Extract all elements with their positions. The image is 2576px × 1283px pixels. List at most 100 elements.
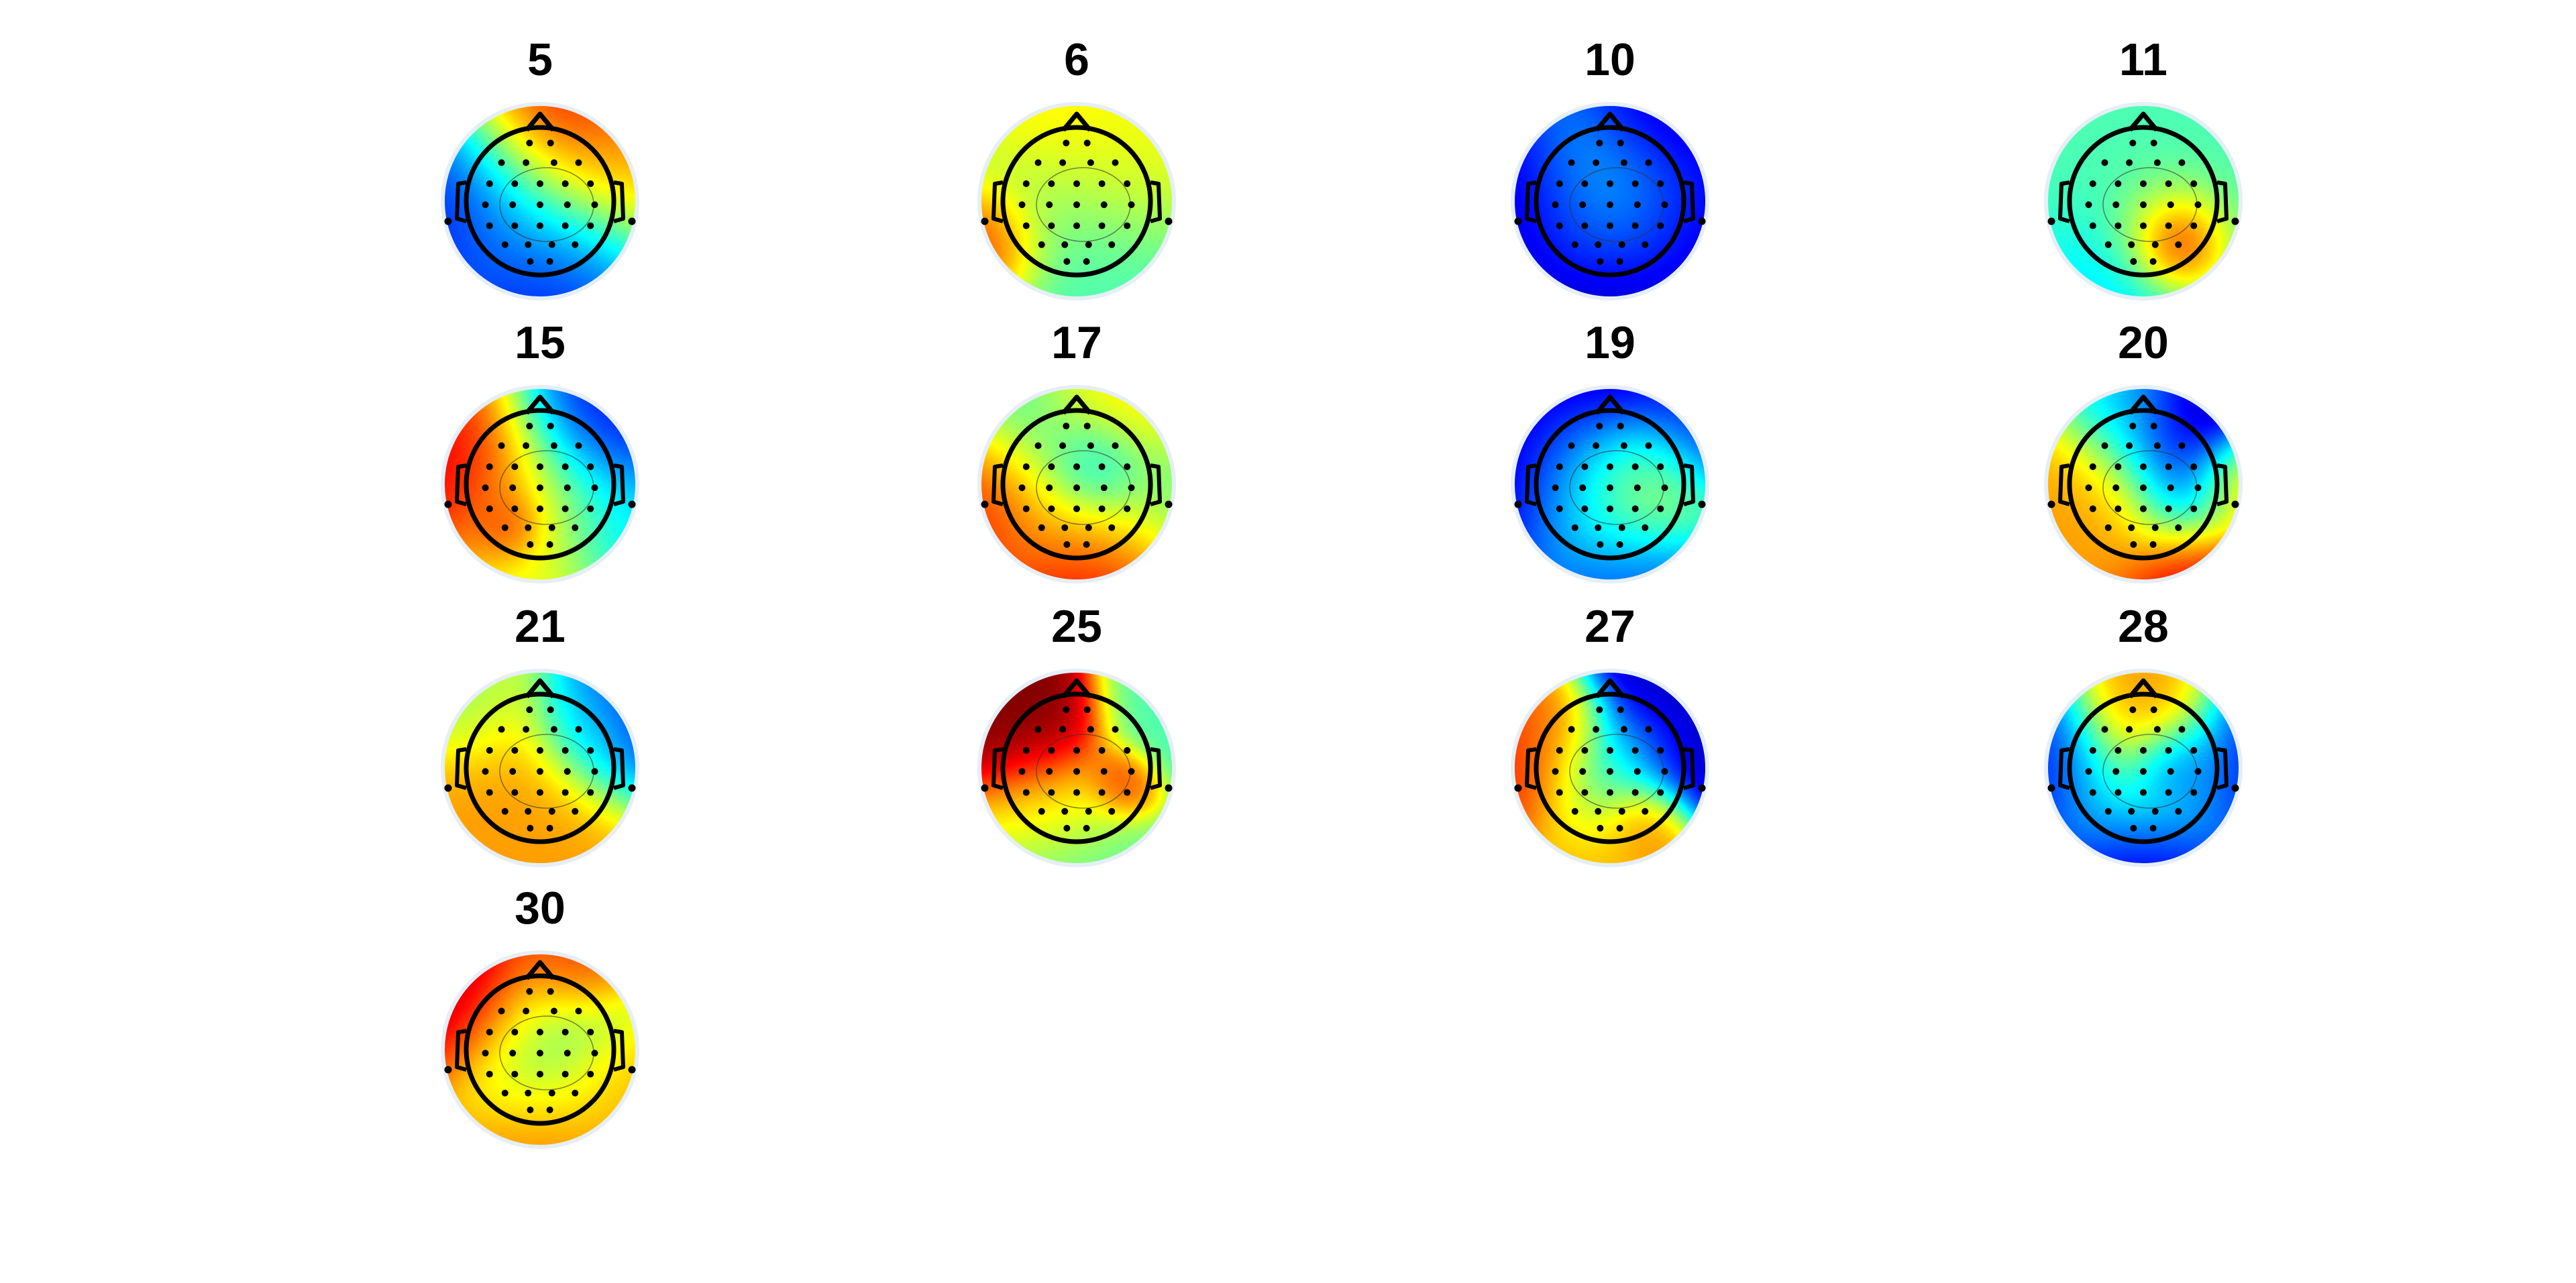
head-outline [1534, 408, 1686, 561]
electrode-dot [2140, 768, 2147, 775]
scalp-map [2046, 104, 2241, 298]
right-ear-marker [1150, 180, 1162, 223]
electrode-dot [1617, 706, 1624, 714]
electrode-dot [1661, 484, 1668, 492]
electrode-dot [1098, 180, 1106, 187]
electrode-dot [1607, 463, 1613, 470]
electrode-dot [561, 463, 569, 470]
electrode-dot [1073, 484, 1080, 492]
electrode-dot [561, 746, 569, 754]
electrode-dot [1616, 824, 1623, 832]
electrode-dot [1698, 784, 1706, 792]
nose-marker [525, 394, 555, 415]
electrode-dot [2140, 789, 2147, 796]
electrode-dot [2112, 201, 2120, 209]
electrode-dot [587, 505, 594, 512]
electrode-dot [548, 807, 555, 815]
electrode-dot [2126, 442, 2133, 449]
electrode-dot [550, 1007, 557, 1015]
electrode-dot [2128, 524, 2135, 531]
scalp-map [1513, 671, 1707, 865]
electrode-dot [2140, 484, 2147, 492]
electrode-dot [1063, 706, 1070, 714]
left-ear-marker [991, 180, 1004, 223]
electrode-dot [1085, 241, 1092, 248]
electrode-dot [1048, 505, 1055, 512]
electrode-dot [1568, 159, 1575, 166]
electrode-dot [1038, 807, 1045, 815]
electrode-dot [1645, 726, 1652, 733]
electrode-dot [1098, 789, 1106, 796]
electrode-dot [1059, 726, 1067, 733]
electrode-dot [2129, 140, 2137, 147]
electrode-dot [501, 241, 508, 248]
topoplot-component-17: 17 [977, 317, 1176, 583]
electrode-dot [2101, 442, 2108, 449]
electrode-dot [2140, 180, 2147, 187]
left-ear-marker [991, 747, 1004, 790]
component-title: 10 [1585, 34, 1635, 85]
electrode-dot [587, 789, 594, 796]
electrode-dot [2112, 484, 2120, 492]
electrode-dot [2153, 726, 2161, 733]
electrode-dot [1061, 524, 1069, 531]
electrode-dot [587, 746, 594, 754]
electrode-dot [1657, 505, 1664, 512]
electrode-dot [1698, 217, 1706, 225]
electrode-dot [526, 423, 533, 430]
topoplot-component-6: 6 [977, 34, 1176, 300]
electrode-dot [2178, 159, 2186, 166]
electrode-dot [1607, 222, 1613, 229]
electrode-dot [1556, 789, 1563, 796]
electrode-dot [2085, 768, 2092, 775]
scalp-rim [977, 669, 1176, 867]
electrode-dot [1642, 807, 1649, 815]
electrode-dot [587, 1028, 594, 1036]
electrode-dot [628, 217, 636, 225]
electrode-dot [527, 258, 534, 265]
electrode-dot [498, 442, 505, 449]
electrode-dot [1124, 789, 1131, 796]
electrode-dot [498, 726, 505, 733]
electrode-dot [1124, 180, 1131, 187]
electrode-dot [2140, 463, 2147, 470]
left-ear-marker [455, 1029, 467, 1072]
electrode-dot [2167, 768, 2174, 775]
electrode-dot [2126, 159, 2133, 166]
electrode-dot [1593, 442, 1600, 449]
electrode-dot [2165, 180, 2172, 187]
electrode-dot [2140, 201, 2147, 209]
electrode-dot [2114, 789, 2122, 796]
electrode-dot [1022, 222, 1030, 229]
electrode-dot [511, 222, 519, 229]
electrode-dot [2151, 807, 2159, 815]
electrode-dot [1073, 768, 1080, 775]
head-outline [464, 973, 616, 1126]
electrode-dot [1581, 505, 1589, 512]
electrode-dot [1128, 768, 1135, 775]
electrode-dot [1631, 180, 1639, 187]
right-ear-marker [1150, 463, 1162, 506]
electrode-dot [550, 159, 557, 166]
electrode-dot [1556, 463, 1563, 470]
electrode-dot [1552, 484, 1559, 492]
left-ear-marker [455, 463, 467, 506]
electrode-dot [546, 541, 553, 548]
electrode-dot [2178, 442, 2186, 449]
electrode-dot [981, 217, 989, 225]
electrode-dot [527, 1106, 534, 1113]
electrode-dot [525, 807, 532, 815]
electrode-dot [1579, 484, 1587, 492]
electrode-dot [561, 789, 569, 796]
head-outline [464, 125, 616, 278]
electrode-dot [1073, 180, 1080, 187]
electrode-dot [1063, 541, 1071, 548]
electrode-dot [1597, 824, 1604, 832]
electrode-dot [537, 505, 543, 512]
scalp-map [979, 671, 1174, 865]
electrode-dot [564, 201, 571, 209]
electrode-dot [537, 201, 543, 209]
electrode-dot [1620, 442, 1627, 449]
electrode-dot [1073, 463, 1080, 470]
electrode-dot [1633, 484, 1641, 492]
